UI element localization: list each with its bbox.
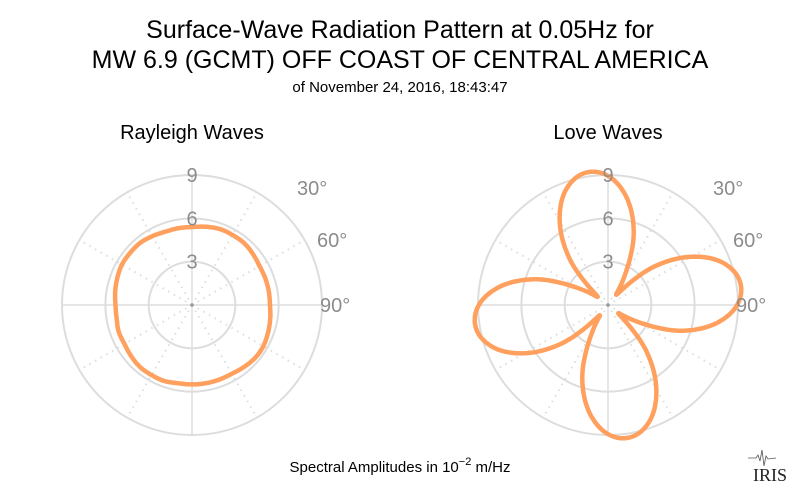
spoke-60 [607, 239, 722, 306]
angular-tick-label: 90° [320, 295, 350, 317]
love-polar-plot: 3 6 9 30° 60° 90° [472, 165, 766, 441]
footer-units: Spectral Amplitudes in 10−2 m/Hz [290, 456, 511, 476]
spoke-150 [191, 304, 258, 419]
radial-tick-label: 9 [602, 165, 613, 187]
ring-6 [520, 217, 696, 393]
radial-tick-label: 6 [186, 208, 197, 230]
spoke-330 [126, 191, 193, 306]
footer-exponent: −2 [459, 456, 472, 468]
ring-6 [104, 217, 280, 393]
spoke-210 [542, 304, 609, 419]
radial-tick-label: 9 [186, 165, 197, 187]
spoke-240 [494, 304, 609, 371]
spoke-120 [191, 304, 306, 371]
angular-tick-label: 30° [297, 178, 327, 200]
angular-tick-label: 30° [713, 178, 743, 200]
figure-title-line2: MW 6.9 (GCMT) OFF COAST OF CENTRAL AMERI… [92, 46, 709, 74]
center-dot [190, 303, 194, 307]
ring-3 [147, 260, 237, 350]
spoke-30 [191, 191, 258, 306]
iris-logo-text: IRIS [753, 465, 787, 485]
spoke-330 [542, 191, 609, 306]
radiation-trace [112, 224, 273, 387]
center-dot [606, 303, 610, 307]
angular-tick-label: 60° [733, 230, 763, 252]
ring-9 [61, 174, 323, 436]
footer-suffix: m/Hz [471, 459, 510, 476]
rayleigh-title: Rayleigh Waves [120, 122, 264, 144]
radial-tick-label: 3 [186, 252, 197, 274]
spoke-210 [126, 304, 193, 419]
angular-tick-label: 60° [317, 230, 347, 252]
radial-tick-label: 3 [602, 252, 613, 274]
footer-prefix: Spectral Amplitudes in 10 [290, 459, 459, 476]
angular-tick-label: 90° [736, 295, 766, 317]
figure-subtitle: of November 24, 2016, 18:43:47 [292, 79, 507, 96]
iris-logo: IRIS [748, 449, 787, 485]
rayleigh-polar-plot: 3 6 9 30° 60° 90° [61, 165, 350, 436]
spoke-300 [78, 239, 193, 306]
radiation-trace [472, 169, 744, 441]
spoke-150 [607, 304, 674, 419]
spoke-240 [78, 304, 193, 371]
ring-3 [563, 260, 653, 350]
seismogram-icon [748, 449, 777, 467]
spoke-30 [607, 191, 674, 306]
spoke-60 [191, 239, 306, 306]
spoke-120 [607, 304, 722, 371]
figure-title-line1: Surface-Wave Radiation Pattern at 0.05Hz… [146, 16, 654, 44]
spoke-300 [494, 239, 609, 306]
radial-tick-label: 6 [602, 208, 613, 230]
love-title: Love Waves [553, 122, 662, 144]
